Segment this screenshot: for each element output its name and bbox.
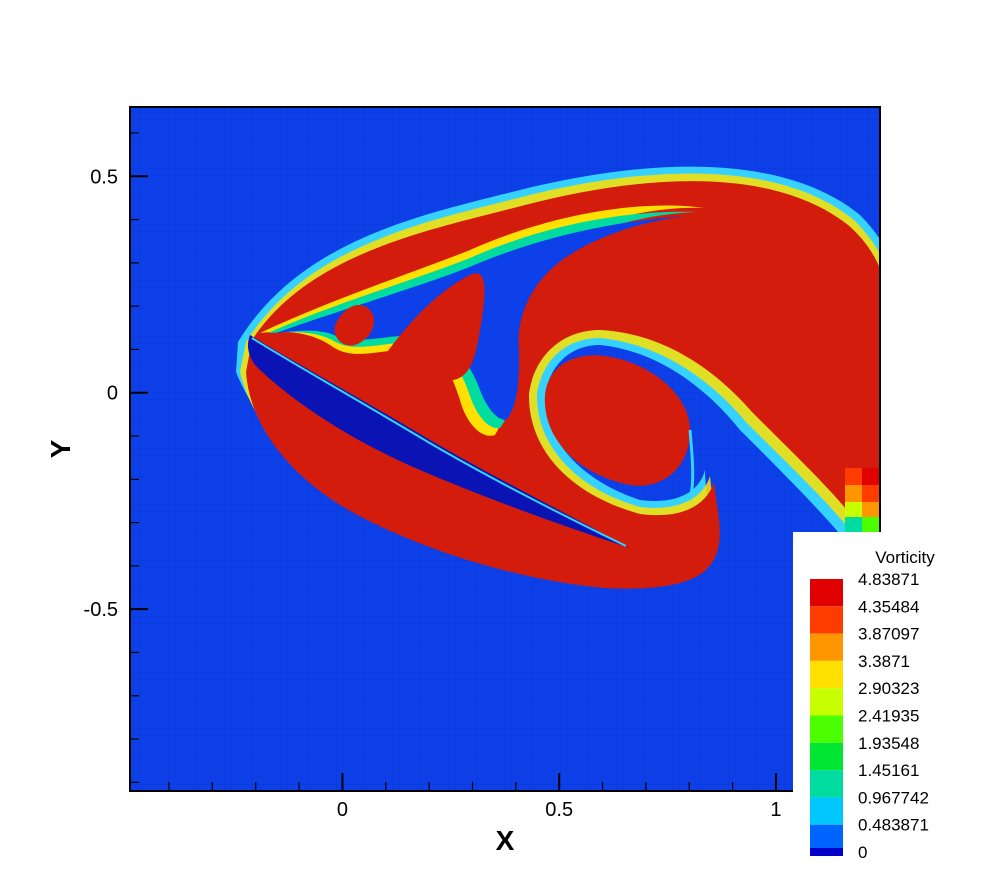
legend-swatch [810, 742, 843, 771]
legend-labels: 4.83871 4.35484 3.87097 3.3871 2.90323 2.4193… [858, 570, 929, 862]
legend-swatch [810, 688, 843, 716]
vortex-core-eye [544, 355, 690, 486]
inner-lobe-mid [385, 273, 485, 381]
y-tick-label: 0 [107, 383, 118, 405]
legend-level-label: 3.3871 [858, 652, 910, 671]
legend-swatch [810, 660, 843, 689]
legend-swatches [810, 579, 843, 856]
legend-level-label: 0.483871 [858, 816, 929, 835]
legend-swatch [810, 633, 843, 661]
x-tick-label: 1 [770, 799, 781, 821]
legend-swatch [810, 824, 843, 852]
legend-level-label: 0.967742 [858, 788, 929, 807]
legend-level-label: 0 [858, 843, 867, 862]
y-tick-label: 0.5 [90, 166, 118, 188]
legend-level-label: 2.90323 [858, 679, 919, 698]
inner-lobe-upper [334, 305, 375, 346]
x-axis-ticks: 0 0.5 1 [168, 773, 864, 821]
y-axis-title: Y [45, 439, 76, 458]
y-tick-label: -0.5 [84, 599, 118, 621]
legend-level-label: 4.83871 [858, 570, 919, 589]
legend-level-label: 2.41935 [858, 707, 919, 726]
legend-title: Vorticity [875, 548, 935, 567]
x-tick-label: 0 [337, 799, 348, 821]
legend-swatch [810, 770, 843, 798]
axes-frame [129, 106, 881, 792]
legend-level-label: 1.93548 [858, 734, 919, 753]
legend-swatch [810, 579, 843, 607]
colorbar-legend: Vorticity 4.83871 4.35484 3.87097 3.3871 2.9… [793, 532, 1000, 889]
legend-level-label: 3.87097 [858, 625, 919, 644]
legend-swatch [810, 606, 843, 634]
plot-area [130, 107, 880, 791]
coarse-cells-right [845, 468, 880, 532]
y-axis-ticks: 0.5 0 -0.5 [84, 132, 148, 783]
legend-swatch [810, 848, 843, 856]
x-axis-title: X [496, 825, 515, 856]
legend-level-label: 4.35484 [858, 597, 919, 616]
x-tick-label: 0.5 [545, 799, 573, 821]
legend-swatch [810, 797, 843, 825]
legend-level-label: 1.45161 [858, 761, 919, 780]
legend-swatch [810, 715, 843, 743]
